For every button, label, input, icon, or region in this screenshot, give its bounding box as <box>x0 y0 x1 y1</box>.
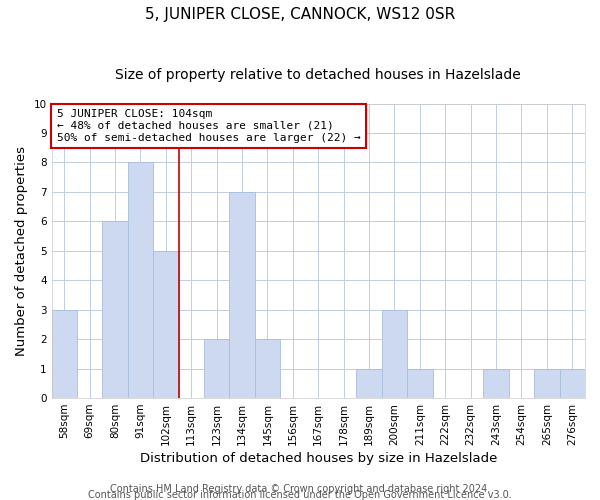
Title: Size of property relative to detached houses in Hazelslade: Size of property relative to detached ho… <box>115 68 521 82</box>
Text: 5 JUNIPER CLOSE: 104sqm
← 48% of detached houses are smaller (21)
50% of semi-de: 5 JUNIPER CLOSE: 104sqm ← 48% of detache… <box>57 110 361 142</box>
Bar <box>407 368 433 398</box>
Y-axis label: Number of detached properties: Number of detached properties <box>15 146 28 356</box>
X-axis label: Distribution of detached houses by size in Hazelslade: Distribution of detached houses by size … <box>140 452 497 465</box>
Text: Contains public sector information licensed under the Open Government Licence v3: Contains public sector information licen… <box>88 490 512 500</box>
Bar <box>52 310 77 398</box>
Bar <box>204 339 229 398</box>
Bar <box>484 368 509 398</box>
Bar <box>534 368 560 398</box>
Bar <box>382 310 407 398</box>
Bar <box>356 368 382 398</box>
Bar <box>255 339 280 398</box>
Bar <box>560 368 585 398</box>
Bar <box>103 222 128 398</box>
Bar <box>128 162 153 398</box>
Text: 5, JUNIPER CLOSE, CANNOCK, WS12 0SR: 5, JUNIPER CLOSE, CANNOCK, WS12 0SR <box>145 8 455 22</box>
Bar <box>229 192 255 398</box>
Bar <box>153 251 179 398</box>
Text: Contains HM Land Registry data © Crown copyright and database right 2024.: Contains HM Land Registry data © Crown c… <box>110 484 490 494</box>
